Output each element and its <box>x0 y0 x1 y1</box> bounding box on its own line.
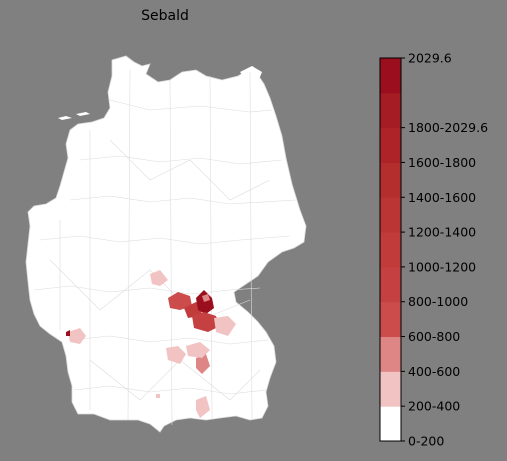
colorbar-segment <box>380 162 401 198</box>
district-bin-3 <box>168 292 192 310</box>
colorbar-frame <box>379 57 402 442</box>
colorbar-segment <box>380 232 401 268</box>
district-bin-1-west <box>68 328 86 344</box>
colorbar-tick-label: 200-400 <box>408 399 460 414</box>
district-borders <box>33 69 297 426</box>
district-bin-2-small <box>202 294 210 302</box>
north-sea-islands <box>58 112 90 120</box>
baltic-island <box>240 66 262 82</box>
district-bin-1-sw <box>166 346 186 364</box>
colorbar-tick-label: 2029.6 <box>408 51 452 66</box>
district-bin-max <box>196 290 214 314</box>
colorbar-tick-label: 600-800 <box>408 329 460 344</box>
colorbar-segment <box>380 406 401 442</box>
colorbar-segment <box>380 301 401 338</box>
colorbar-segment <box>380 92 401 129</box>
colorbar-segment <box>380 197 401 233</box>
district-bin-1-east <box>214 316 236 336</box>
district-bin-1 <box>150 270 168 286</box>
colorbar-tick-label: 1600-1800 <box>408 155 476 170</box>
district-bin-max-west <box>66 330 70 336</box>
colorbar-tick-label: 0-200 <box>408 434 444 449</box>
colorbar-tick-label: 1200-1400 <box>408 225 476 240</box>
colorbar-segment <box>380 371 401 407</box>
colorbar-tick-label: 1400-1600 <box>408 190 476 205</box>
colorbar-segment <box>380 127 401 163</box>
colorbar-segment <box>380 336 401 372</box>
colorbar-segment <box>380 266 401 303</box>
colorbar-tick-label: 1800-2029.6 <box>408 120 488 135</box>
colorbar-tick-label: 400-600 <box>408 364 460 379</box>
district-bin-1-alps <box>196 396 210 418</box>
map-title: Sebald <box>141 8 189 24</box>
colorbar-tick-label: 1000-1200 <box>408 259 476 274</box>
district-bin-1-south <box>186 342 210 358</box>
colorbar-segment <box>380 58 401 94</box>
district-bin-2-south <box>196 354 210 374</box>
district-bin-1-tiny <box>156 394 160 398</box>
germany-district-map <box>25 55 307 433</box>
district-bin-4 <box>192 312 220 332</box>
colorbar-tick-label: 800-1000 <box>408 294 468 309</box>
